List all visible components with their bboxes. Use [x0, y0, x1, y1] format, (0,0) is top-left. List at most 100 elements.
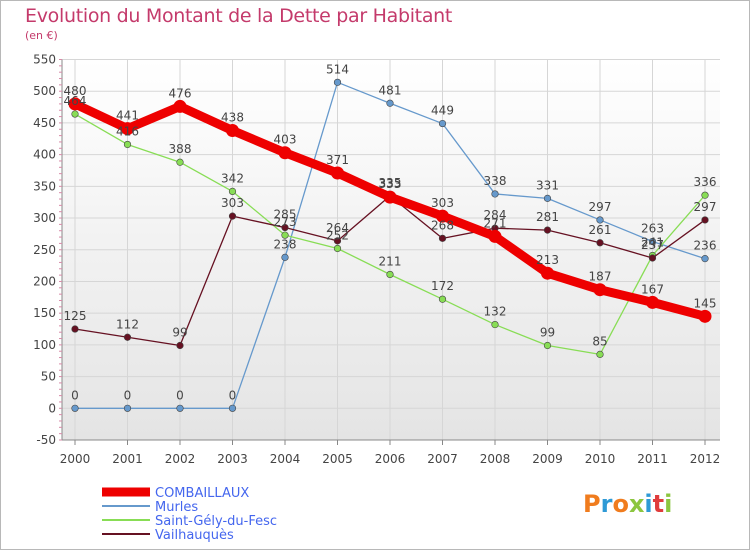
- data-label: 271: [484, 216, 507, 230]
- x-tick-label: 2005: [322, 452, 353, 466]
- chart-subtitle: (en €): [25, 29, 58, 42]
- data-label: 281: [536, 210, 559, 224]
- data-label: 338: [484, 174, 507, 188]
- data-point: [281, 231, 289, 239]
- x-tick-label: 2004: [270, 452, 301, 466]
- data-label: 303: [431, 196, 454, 210]
- data-point: [71, 404, 79, 412]
- data-point: [176, 158, 184, 166]
- data-label: 99: [172, 326, 187, 340]
- y-tick-label: 250: [33, 243, 56, 257]
- data-label: 213: [536, 253, 559, 267]
- data-point: [701, 216, 709, 224]
- y-tick-label: 50: [41, 370, 56, 384]
- x-tick-label: 2006: [375, 452, 406, 466]
- data-point: [596, 239, 604, 247]
- data-point: [596, 216, 604, 224]
- data-label: 464: [64, 94, 87, 108]
- data-point: [543, 226, 552, 234]
- data-label: 236: [694, 239, 717, 253]
- data-point: [123, 333, 132, 341]
- y-tick-label: 350: [33, 179, 56, 193]
- y-tick-label: 100: [33, 338, 56, 352]
- data-label: 0: [71, 388, 79, 402]
- data-point: [333, 237, 342, 245]
- y-tick-label: 0: [48, 401, 56, 415]
- data-point: [596, 350, 604, 358]
- x-tick-label: 2001: [112, 452, 143, 466]
- data-point: [436, 209, 449, 223]
- data-label: 187: [589, 270, 612, 284]
- data-point: [281, 253, 289, 261]
- data-label: 172: [431, 279, 454, 293]
- y-tick-label: 400: [33, 148, 56, 162]
- data-point: [593, 283, 607, 297]
- data-label: 441: [116, 109, 139, 123]
- logo-letter: t: [652, 490, 665, 518]
- data-label: 0: [229, 388, 237, 402]
- proxiti-logo: Proxiti: [583, 490, 672, 518]
- legend-label: COMBAILLAUX: [155, 486, 249, 501]
- data-label: 438: [221, 111, 244, 125]
- data-label: 403: [274, 133, 297, 147]
- data-label: 480: [64, 84, 87, 98]
- x-tick-label: 2007: [427, 452, 458, 466]
- y-tick-label: 150: [33, 306, 56, 320]
- data-label: 211: [379, 254, 402, 268]
- data-point: [333, 78, 342, 86]
- data-point: [278, 146, 292, 160]
- data-label: 303: [221, 196, 244, 210]
- data-label: 297: [694, 200, 717, 214]
- data-point: [176, 341, 184, 350]
- data-point: [491, 320, 499, 329]
- data-point: [71, 110, 79, 118]
- data-label: 112: [116, 317, 139, 331]
- data-point: [491, 190, 499, 198]
- data-label: 241: [641, 235, 664, 249]
- data-point: [228, 404, 237, 412]
- data-label: 273: [274, 215, 297, 229]
- data-point: [648, 254, 657, 262]
- logo-letter: i: [644, 490, 653, 518]
- data-label: 297: [589, 200, 612, 214]
- data-point: [646, 295, 659, 309]
- data-point: [648, 237, 657, 246]
- data-label: 331: [536, 178, 559, 192]
- data-label: 285: [274, 208, 297, 222]
- data-label: 0: [176, 388, 184, 402]
- data-point: [386, 270, 394, 279]
- data-label: 268: [431, 218, 454, 232]
- data-label: 388: [169, 142, 192, 156]
- data-point: [488, 229, 502, 243]
- data-point: [176, 404, 184, 412]
- data-label: 252: [326, 228, 349, 242]
- chart-title: Evolution du Montant de la Dette par Hab…: [25, 5, 453, 27]
- data-label: 167: [641, 282, 664, 296]
- y-tick-label: 200: [33, 274, 56, 288]
- data-point: [228, 187, 237, 196]
- data-label: 449: [431, 104, 454, 118]
- data-label: 238: [274, 237, 297, 251]
- y-tick-label: 550: [33, 53, 56, 67]
- y-tick-label: -50: [36, 433, 56, 447]
- data-point: [541, 266, 554, 280]
- data-label: 145: [694, 296, 717, 310]
- data-point: [543, 194, 552, 202]
- data-point: [123, 140, 132, 149]
- logo-letter: x: [628, 490, 645, 518]
- data-label: 514: [326, 62, 349, 76]
- data-label: 261: [589, 223, 612, 237]
- x-tick-label: 2009: [532, 452, 563, 466]
- x-tick-label: 2008: [480, 452, 511, 466]
- logo-letter: o: [612, 490, 629, 518]
- data-point: [701, 255, 709, 263]
- data-label: 476: [169, 86, 192, 100]
- data-label: 342: [221, 171, 244, 185]
- x-tick-label: 2000: [60, 452, 91, 466]
- legend-label: Murles: [155, 500, 198, 515]
- data-label: 125: [64, 309, 87, 323]
- data-point: [228, 212, 237, 220]
- data-label: 284: [484, 208, 507, 222]
- data-label: 99: [540, 326, 555, 340]
